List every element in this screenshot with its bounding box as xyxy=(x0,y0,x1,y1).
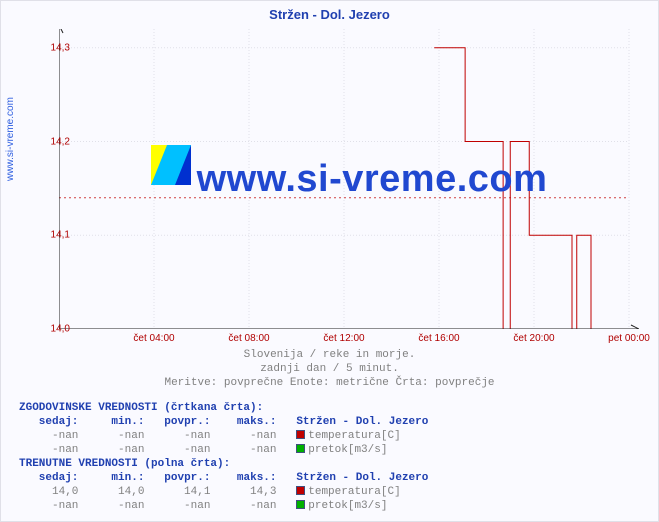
table-header: TRENUTNE VREDNOSTI (polna črta): xyxy=(19,457,428,471)
ytick-label: 14,3 xyxy=(51,42,70,53)
xtick-label: čet 16:00 xyxy=(418,333,459,344)
table-row: 14,0 14,0 14,1 14,3 temperatura[C] xyxy=(19,485,428,499)
xtick-label: čet 20:00 xyxy=(513,333,554,344)
value-table: TRENUTNE VREDNOSTI (polna črta): sedaj: … xyxy=(19,457,428,513)
chart-plot-area xyxy=(59,29,639,329)
xtick-label: čet 08:00 xyxy=(228,333,269,344)
chart-title: Stržen - Dol. Jezero xyxy=(1,1,658,22)
table-column-row: sedaj: min.: povpr.: maks.: Stržen - Dol… xyxy=(19,471,428,485)
ytick-label: 14,0 xyxy=(51,324,70,335)
table-row: -nan -nan -nan -nan temperatura[C] xyxy=(19,429,428,443)
xtick-label: pet 00:00 xyxy=(608,333,650,344)
table-row: -nan -nan -nan -nan pretok[m3/s] xyxy=(19,499,428,513)
legend-swatch-icon xyxy=(296,500,305,509)
caption-2: zadnji dan / 5 minut. xyxy=(1,363,658,375)
table-column-row: sedaj: min.: povpr.: maks.: Stržen - Dol… xyxy=(19,415,428,429)
table-header: ZGODOVINSKE VREDNOSTI (črtkana črta): xyxy=(19,401,428,415)
yaxis-label: www.si-vreme.com xyxy=(5,97,16,181)
xtick-label: čet 04:00 xyxy=(133,333,174,344)
value-table: ZGODOVINSKE VREDNOSTI (črtkana črta): se… xyxy=(19,401,428,457)
ytick-label: 14,1 xyxy=(51,230,70,241)
caption-1: Slovenija / reke in morje. xyxy=(1,349,658,361)
ytick-label: 14,2 xyxy=(51,136,70,147)
xtick-label: čet 12:00 xyxy=(323,333,364,344)
legend-swatch-icon xyxy=(296,486,305,495)
caption-3: Meritve: povprečne Enote: metrične Črta:… xyxy=(1,377,658,389)
legend-swatch-icon xyxy=(296,430,305,439)
table-row: -nan -nan -nan -nan pretok[m3/s] xyxy=(19,443,428,457)
legend-swatch-icon xyxy=(296,444,305,453)
